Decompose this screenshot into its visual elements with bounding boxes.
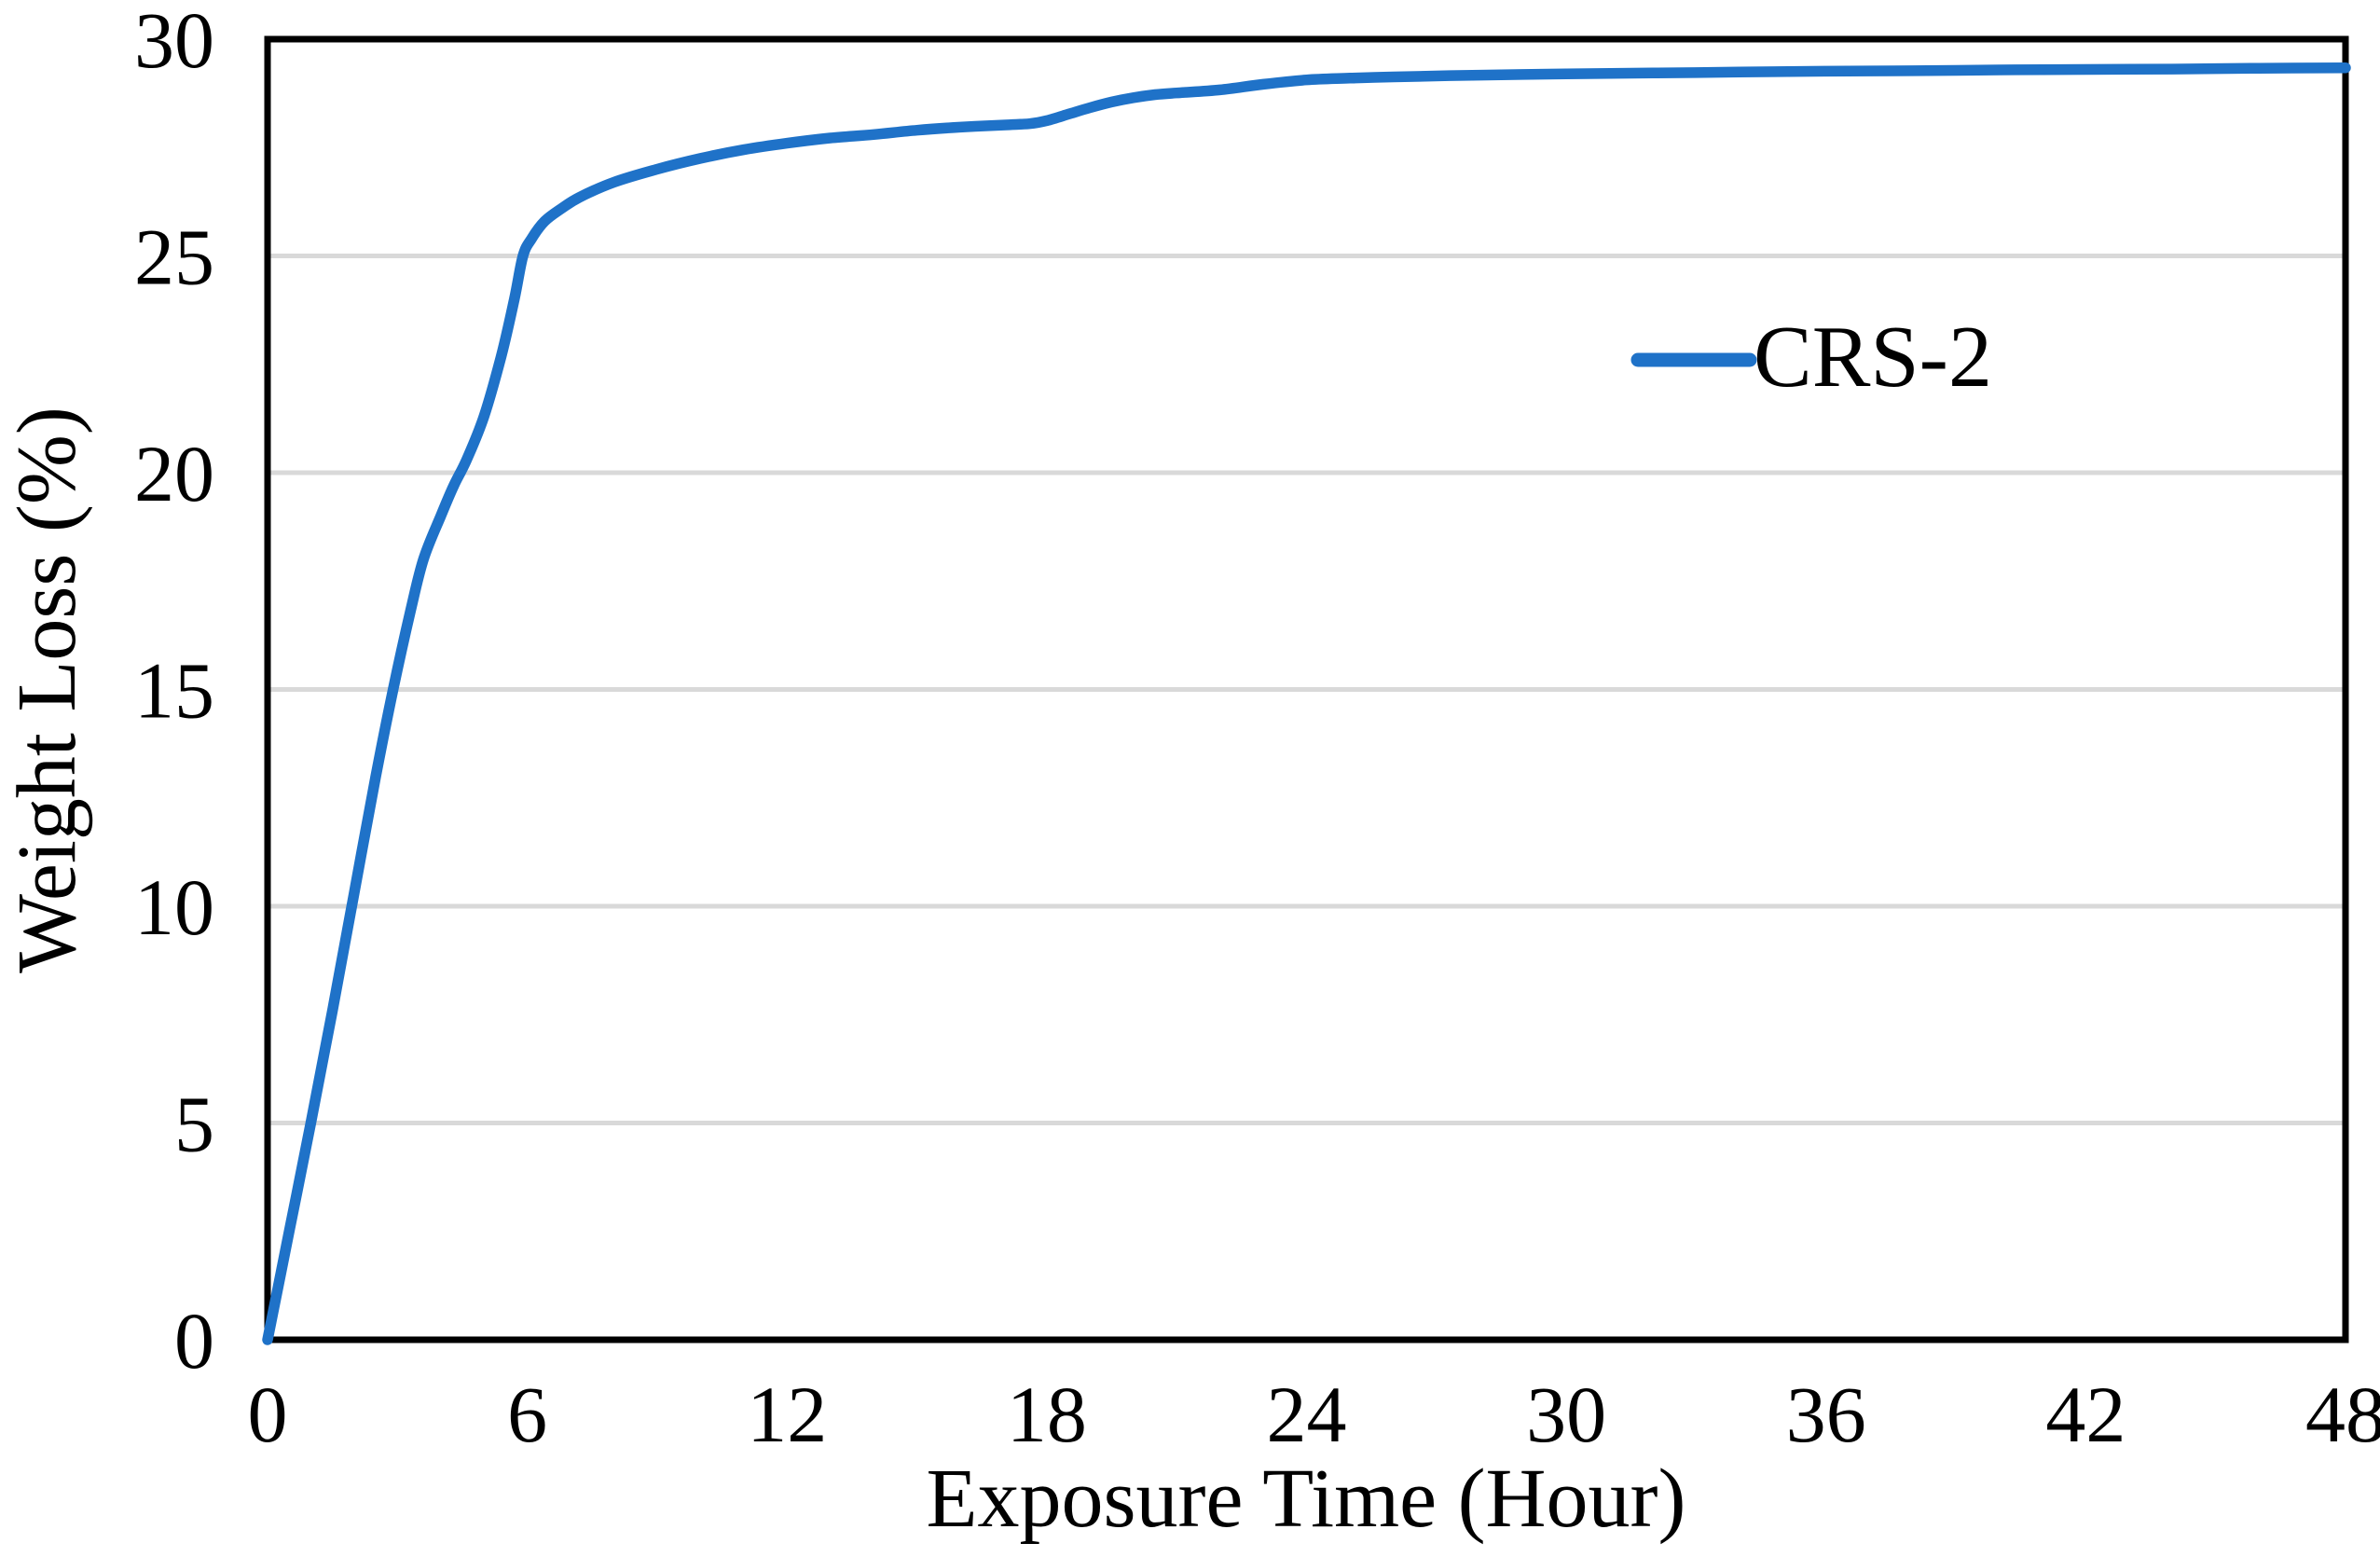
y-tick-label: 30 [134,0,214,85]
y-tick-label: 10 [134,862,214,952]
x-tick-label: 48 [2305,1370,2380,1459]
y-tick-label: 5 [174,1080,214,1169]
x-tick-label: 30 [1526,1370,1606,1459]
x-tick-label: 36 [1786,1370,1866,1459]
legend: CRS-2 [1630,309,1992,406]
x-tick-label: 6 [507,1370,547,1459]
series-line-crs2 [262,62,2351,1345]
y-tick-label: 25 [134,213,214,302]
x-axis-tick-labels: 0 6 12 18 24 30 36 42 48 [248,1370,2380,1459]
y-axis-title: Weight Loss (%) [1,406,93,973]
x-tick-label: 24 [1267,1370,1347,1459]
y-tick-label: 15 [134,646,214,736]
x-tick-label: 42 [2045,1370,2125,1459]
gridlines-group [268,254,2346,1125]
y-tick-label: 0 [174,1296,214,1385]
x-tick-label: 18 [1007,1370,1087,1459]
x-tick-label: 12 [747,1370,827,1459]
x-tick-label: 0 [248,1370,288,1459]
x-axis-title: Exposure Time (Hour) [927,1453,1686,1545]
y-axis-tick-labels: 0 5 10 15 20 25 30 [134,0,214,1385]
plot-border [264,35,2349,1343]
y-tick-label: 20 [134,429,214,518]
legend-series-label: CRS-2 [1754,309,1992,406]
